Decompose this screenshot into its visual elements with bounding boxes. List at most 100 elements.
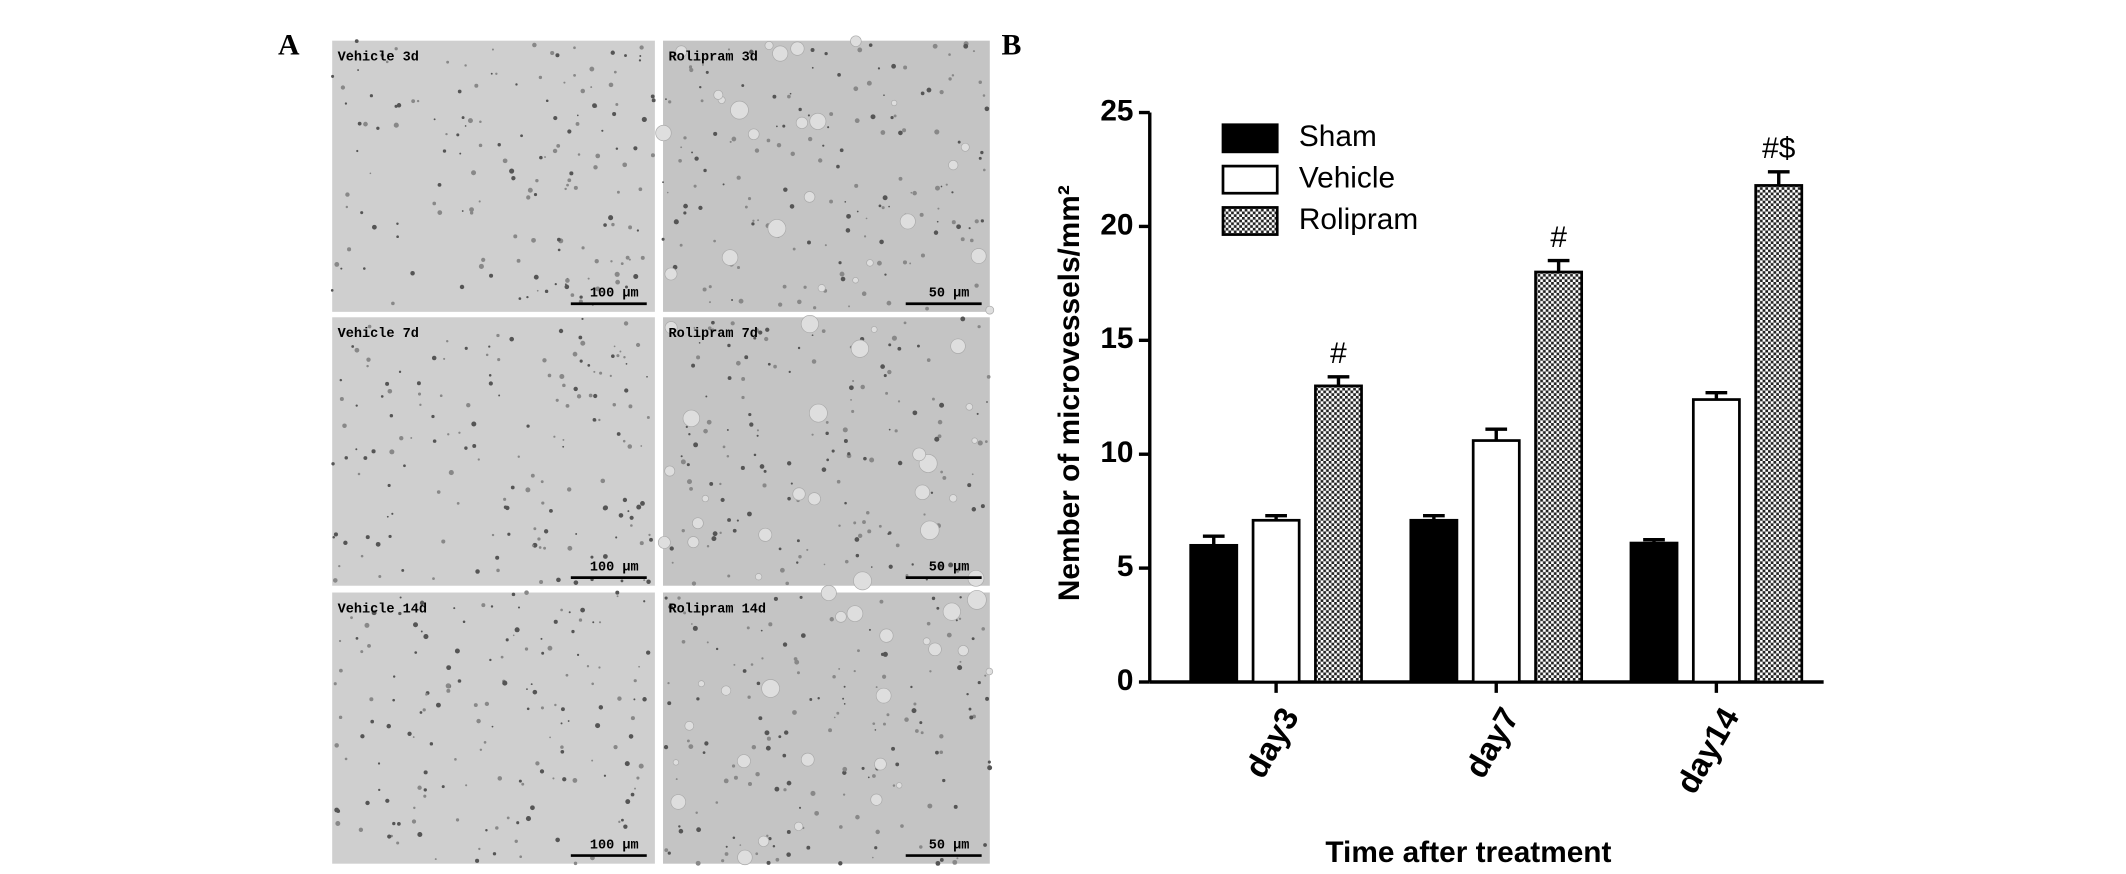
cell-speck: [576, 114, 579, 117]
cell-speck: [544, 156, 546, 159]
cell-speck: [651, 98, 656, 103]
cell-speck: [464, 446, 468, 450]
cell-speck: [855, 814, 860, 820]
micrograph-bg: [332, 592, 655, 864]
cell-speck: [897, 400, 901, 403]
cell-speck: [410, 437, 413, 439]
cell-speck: [663, 744, 669, 750]
y-axis-label: Nember of microvessels/mm²: [1053, 185, 1086, 601]
cell-speck: [531, 544, 535, 547]
cell-speck: [691, 363, 696, 368]
cell-speck: [904, 717, 909, 722]
cell-speck: [789, 92, 792, 95]
cell-speck: [625, 255, 630, 260]
cell-speck: [707, 326, 712, 330]
cell-speck: [530, 683, 533, 686]
cell-speck: [958, 617, 962, 620]
cell-speck: [616, 432, 621, 436]
cell-speck: [412, 736, 415, 738]
cell-speck: [469, 211, 474, 215]
cell-speck: [796, 539, 800, 543]
cell-speck: [543, 529, 549, 534]
cell-speck: [665, 98, 667, 101]
cell-speck: [635, 342, 641, 348]
cell-speck: [810, 790, 816, 796]
cell-speck: [686, 463, 690, 467]
cell-speck: [971, 507, 977, 512]
cell-speck: [371, 54, 374, 56]
cell-speck: [895, 543, 900, 548]
cell-speck: [620, 262, 624, 266]
cell-speck: [750, 663, 754, 666]
cell-speck: [562, 383, 566, 388]
cell-speck: [435, 702, 441, 708]
cell-speck: [496, 333, 500, 338]
cell-speck: [823, 563, 826, 566]
cell-speck: [354, 347, 360, 353]
cell-speck: [595, 153, 601, 159]
vacuole: [655, 124, 672, 142]
cell-speck: [877, 67, 881, 70]
cell-speck: [649, 537, 653, 542]
cell-speck: [840, 276, 846, 282]
cell-speck: [882, 195, 888, 201]
cell-speck: [439, 394, 443, 398]
cell-speck: [783, 187, 788, 192]
cell-speck: [891, 63, 896, 69]
cell-speck: [567, 545, 573, 551]
cell-speck: [767, 362, 771, 366]
cell-speck: [937, 419, 943, 425]
cell-speck: [878, 524, 882, 528]
bar: [1409, 518, 1459, 684]
cell-speck: [355, 404, 358, 407]
cell-speck: [937, 563, 943, 569]
cell-speck: [363, 456, 368, 460]
cell-speck: [556, 577, 561, 583]
cell-speck: [628, 404, 633, 409]
cell-speck: [878, 204, 882, 208]
cell-speck: [772, 845, 776, 848]
cell-speck: [800, 633, 806, 638]
y-tick-label: 15: [1100, 322, 1133, 355]
cell-speck: [497, 776, 503, 781]
cell-speck: [343, 540, 348, 546]
cell-speck: [959, 660, 962, 663]
cell-speck: [533, 192, 538, 197]
cell-speck: [747, 511, 752, 517]
y-tick-label: 0: [1117, 664, 1134, 697]
cell-speck: [702, 63, 704, 66]
cell-speck: [786, 830, 791, 834]
cell-speck: [446, 665, 452, 671]
cell-speck: [854, 118, 860, 124]
cell-speck: [756, 681, 761, 686]
cell-speck: [940, 185, 943, 188]
cell-speck: [594, 259, 599, 264]
cell-speck: [636, 776, 640, 780]
cell-speck: [332, 578, 338, 583]
cell-speck: [807, 240, 811, 245]
cell-speck: [773, 364, 777, 369]
cell-speck: [959, 596, 962, 599]
cell-speck: [472, 444, 477, 448]
micrograph: Rolipram 3d 50 μm: [655, 35, 995, 315]
scale-bar-label: 50 μm: [929, 286, 970, 301]
vacuole: [852, 277, 859, 284]
cell-speck: [893, 114, 897, 118]
cell-speck: [822, 144, 825, 147]
cell-speck: [646, 650, 651, 655]
cell-speck: [347, 247, 352, 252]
vacuole: [874, 757, 887, 771]
cell-speck: [667, 701, 672, 706]
cell-speck: [927, 803, 933, 809]
cell-speck: [910, 685, 913, 689]
cell-speck: [861, 291, 867, 296]
cell-speck: [543, 546, 546, 550]
cell-speck: [518, 779, 522, 783]
cell-speck: [445, 683, 451, 689]
error-bar: [1485, 427, 1508, 441]
cell-speck: [765, 327, 770, 332]
cell-speck: [484, 701, 490, 707]
cell-speck: [520, 134, 523, 138]
cell-speck: [385, 798, 390, 803]
cell-speck: [951, 220, 956, 225]
